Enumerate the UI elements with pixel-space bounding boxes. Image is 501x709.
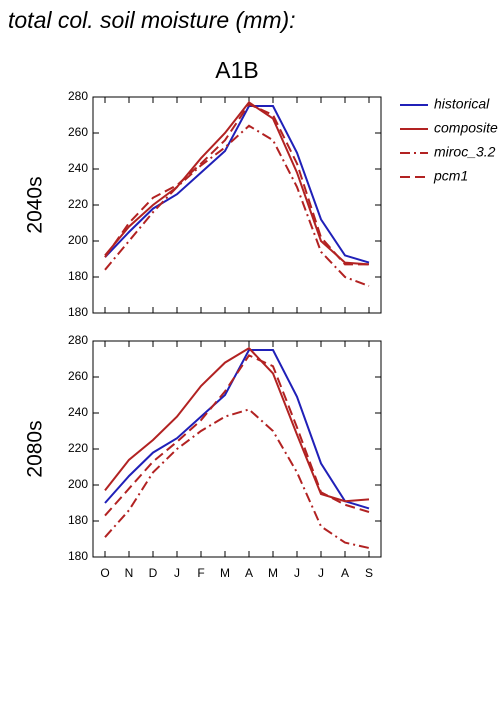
y-tick-label: 180 xyxy=(68,549,88,563)
x-tick-label: D xyxy=(149,566,158,580)
data-line xyxy=(104,102,369,266)
y-tick-label: 200 xyxy=(68,477,88,491)
y-tick-label: 180 xyxy=(68,513,88,527)
legend-label: composite xyxy=(434,120,498,136)
x-tick-label: O xyxy=(100,566,109,580)
x-tick-label: J xyxy=(174,566,180,580)
x-tick-label: A xyxy=(245,566,253,580)
legend-label: historical xyxy=(434,96,490,112)
y-tick-label: 280 xyxy=(68,89,88,103)
y-axis-label: 2080s xyxy=(24,420,47,477)
chart-subtitle: A1B xyxy=(215,57,258,83)
x-tick-label: F xyxy=(197,566,204,580)
y-axis-label: 2040s xyxy=(24,176,47,233)
data-line xyxy=(104,105,370,264)
x-tick-label: S xyxy=(365,566,373,580)
y-tick-label: 180 xyxy=(68,305,88,319)
y-tick-label: 280 xyxy=(68,333,88,347)
y-tick-label: 220 xyxy=(68,197,88,211)
x-tick-label: A xyxy=(341,566,349,580)
y-tick-label: 180 xyxy=(68,269,88,283)
legend-label: pcm1 xyxy=(433,168,468,184)
y-tick-label: 260 xyxy=(68,369,88,383)
y-tick-label: 200 xyxy=(68,233,88,247)
data-line xyxy=(104,101,370,266)
y-tick-label: 240 xyxy=(68,161,88,175)
data-line xyxy=(104,354,370,517)
x-tick-label: J xyxy=(294,566,300,580)
x-tick-label: M xyxy=(268,566,278,580)
x-tick-label: J xyxy=(318,566,324,580)
y-tick-label: 240 xyxy=(68,405,88,419)
legend-label: miroc_3.2 xyxy=(434,144,496,160)
x-tick-label: N xyxy=(125,566,134,580)
x-tick-label: M xyxy=(220,566,230,580)
chart-title: total col. soil moisture (mm): xyxy=(8,7,296,33)
data-line xyxy=(104,408,370,549)
data-line xyxy=(104,124,370,287)
y-tick-label: 220 xyxy=(68,441,88,455)
y-tick-label: 260 xyxy=(68,125,88,139)
